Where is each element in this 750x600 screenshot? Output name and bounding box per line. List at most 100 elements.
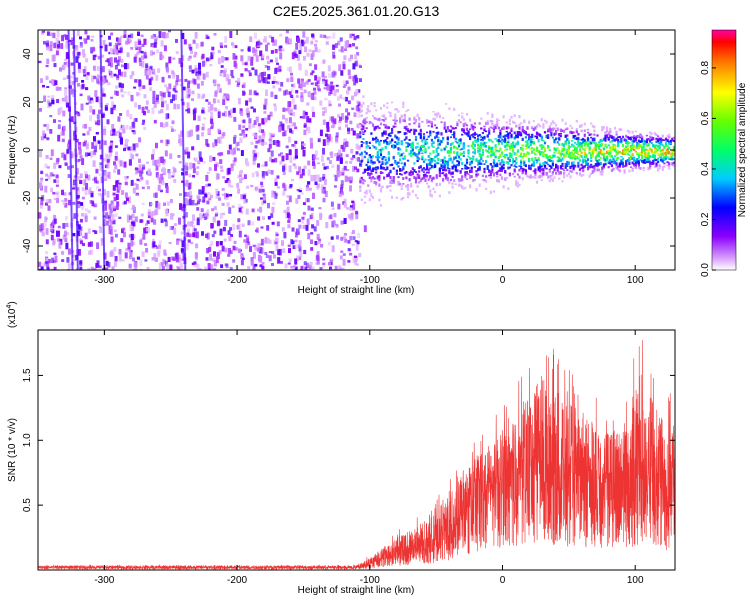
heatmap-cell: [596, 151, 599, 154]
heatmap-cell: [181, 172, 184, 176]
heatmap-cell: [262, 216, 265, 220]
heatmap-cell: [427, 155, 430, 158]
heatmap-cell: [418, 125, 421, 128]
heatmap-cell: [52, 259, 56, 264]
heatmap-cell: [238, 124, 242, 130]
heatmap-cell: [453, 107, 456, 111]
heatmap-cell: [383, 123, 386, 126]
heatmap-cell: [539, 144, 542, 147]
heatmap-cell: [213, 79, 217, 87]
heatmap-cell: [661, 165, 664, 168]
heatmap-cell: [540, 135, 543, 139]
heatmap-cell: [497, 142, 500, 145]
heatmap-cell: [375, 181, 378, 184]
heatmap-cell: [668, 151, 671, 155]
heatmap-cell: [602, 153, 605, 157]
heatmap-cell: [561, 146, 564, 150]
heatmap-cell: [453, 179, 456, 182]
heatmap-cell: [240, 210, 244, 214]
heatmap-cell: [609, 141, 612, 143]
heatmap-cell: [376, 125, 379, 128]
heatmap-cell: [559, 171, 562, 175]
heatmap-cell: [78, 146, 81, 151]
heatmap-cell: [84, 123, 88, 129]
heatmap-cell: [599, 149, 602, 153]
heatmap-cell: [642, 139, 645, 142]
heatmap-cell: [628, 136, 631, 140]
heatmap-cell: [446, 160, 449, 164]
heatmap-cell: [351, 200, 355, 204]
heatmap-cell: [376, 151, 379, 155]
heatmap-cell: [58, 120, 62, 123]
heatmap-cell: [61, 199, 65, 202]
heatmap-cell: [286, 212, 290, 218]
heatmap-cell: [229, 194, 233, 197]
heatmap-cell: [164, 113, 168, 120]
heatmap-cell: [510, 164, 513, 167]
heatmap-cell: [259, 206, 263, 213]
heatmap-cell: [212, 107, 216, 110]
heatmap-cell: [212, 98, 216, 104]
heatmap-cell: [593, 129, 596, 133]
heatmap-cell: [535, 160, 539, 164]
heatmap-cell: [81, 83, 85, 89]
heatmap-cell: [152, 51, 155, 55]
heatmap-cell: [210, 122, 214, 128]
heatmap-cell: [389, 114, 392, 118]
heatmap-cell: [621, 144, 625, 148]
heatmap-cell: [644, 148, 647, 151]
heatmap-cell: [583, 133, 586, 137]
heatmap-cell: [290, 72, 293, 76]
heatmap-cell: [102, 77, 106, 85]
heatmap-cell: [580, 151, 583, 154]
heatmap-cell: [85, 58, 89, 63]
heatmap-cell: [435, 154, 438, 158]
heatmap-cell: [64, 95, 68, 102]
heatmap-cell: [532, 152, 535, 154]
heatmap-cell: [359, 185, 362, 188]
heatmap-cell: [462, 123, 465, 126]
heatmap-cell: [397, 147, 400, 151]
heatmap-cell: [347, 100, 351, 105]
heatmap-cell: [456, 121, 459, 124]
heatmap-cell: [213, 260, 217, 267]
heatmap-cell: [112, 104, 116, 108]
heatmap-cell: [288, 101, 292, 108]
heatmap-cell: [292, 163, 296, 167]
heatmap-cell: [411, 145, 414, 149]
heatmap-cell: [481, 143, 484, 146]
heatmap-cell: [500, 159, 504, 162]
heatmap-cell: [290, 108, 293, 114]
heatmap-cell: [502, 135, 505, 138]
heatmap-cell: [271, 221, 275, 225]
heatmap-cell: [181, 180, 185, 183]
heatmap-cell: [668, 162, 671, 166]
heatmap-cell: [402, 177, 405, 180]
heatmap-cell: [653, 144, 656, 148]
heatmap-cell: [328, 160, 332, 164]
heatmap-cell: [529, 174, 532, 178]
heatmap-cell: [491, 114, 494, 119]
heatmap-cell: [566, 160, 569, 164]
heatmap-cell: [138, 137, 142, 143]
heatmap-cell: [615, 137, 618, 141]
heatmap-cell: [289, 93, 293, 97]
heatmap-cell: [559, 167, 562, 170]
heatmap-cell: [475, 175, 478, 178]
heatmap-cell: [303, 249, 307, 255]
heatmap-cell: [634, 136, 637, 139]
heatmap-cell: [367, 172, 370, 176]
heatmap-cell: [75, 56, 79, 63]
heatmap-cell: [438, 169, 441, 172]
heatmap-cell: [664, 149, 668, 153]
heatmap-cell: [620, 140, 623, 143]
heatmap-cell: [352, 130, 356, 136]
heatmap-cell: [293, 143, 297, 148]
heatmap-cell: [422, 175, 426, 178]
heatmap-cell: [365, 145, 368, 149]
heatmap-cell: [637, 167, 640, 169]
heatmap-cell: [360, 124, 363, 128]
heatmap-cell: [49, 44, 53, 52]
heatmap-cell: [512, 144, 515, 148]
heatmap-cell: [368, 110, 371, 113]
